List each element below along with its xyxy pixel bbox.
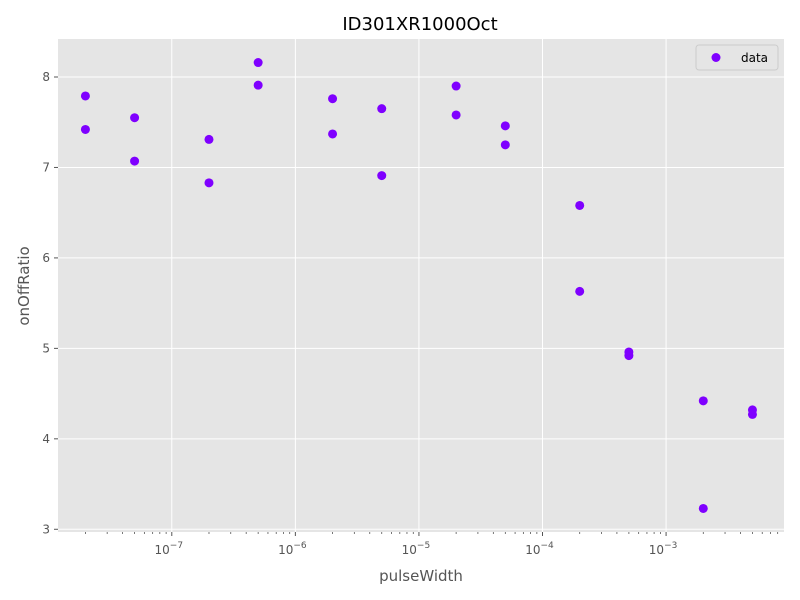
data-point (747, 409, 757, 419)
x-tick-base: 10 (649, 543, 664, 557)
data-point (204, 134, 214, 144)
data-point (80, 124, 90, 134)
chart-title: ID301XR1000Oct (342, 14, 497, 35)
y-tick-label: 6 (42, 251, 50, 265)
data-point (698, 503, 708, 513)
data-point (500, 121, 510, 131)
x-tick-label: 10−3 (649, 541, 678, 557)
data-point (575, 286, 585, 296)
x-tick-base: 10 (278, 543, 293, 557)
y-tick-label: 7 (42, 160, 50, 174)
y-axis-label: onOffRatio (15, 246, 33, 325)
data-point (253, 80, 263, 90)
data-point (204, 178, 214, 188)
legend: data (695, 44, 779, 71)
data-point (253, 58, 263, 68)
x-tick-base: 10 (525, 543, 540, 557)
data-point (328, 94, 338, 104)
data-point (130, 156, 140, 166)
y-tick-label: 3 (42, 522, 50, 536)
data-point (451, 110, 461, 120)
x-tick-label: 10−4 (525, 541, 554, 557)
legend-label: data (741, 51, 768, 65)
x-tick-base: 10 (402, 543, 417, 557)
legend-marker (711, 53, 721, 62)
data-point (377, 171, 387, 181)
x-tick-label: 10−5 (402, 541, 431, 557)
y-tick-label: 4 (42, 432, 50, 446)
legend-box (695, 44, 779, 71)
plot-area (58, 39, 784, 532)
data-point (500, 140, 510, 150)
data-point (328, 129, 338, 139)
x-tick-exponent: −3 (664, 541, 677, 551)
x-tick-exponent: −4 (541, 541, 555, 551)
data-point (130, 113, 140, 123)
x-tick-exponent: −5 (417, 541, 430, 551)
y-tick-label: 8 (42, 70, 50, 84)
data-point (377, 104, 387, 114)
data-point (451, 81, 461, 91)
x-axis-label: pulseWidth (379, 567, 463, 585)
x-axis-ticks: 10−7 10−6 10−5 10−4 10−3 (85, 532, 779, 557)
x-tick-label: 10−6 (278, 541, 307, 557)
x-tick-label: 10−7 (155, 541, 184, 557)
data-points (80, 58, 757, 513)
x-tick-base: 10 (155, 543, 170, 557)
grid-lines (58, 39, 784, 532)
y-axis-ticks: 3 4 5 6 7 8 (42, 70, 58, 536)
data-point (698, 396, 708, 406)
data-point (624, 351, 634, 361)
x-tick-exponent: −7 (170, 541, 183, 551)
data-point (80, 91, 90, 101)
y-tick-label: 5 (42, 341, 50, 355)
data-point (575, 200, 585, 210)
x-tick-exponent: −6 (293, 541, 307, 551)
